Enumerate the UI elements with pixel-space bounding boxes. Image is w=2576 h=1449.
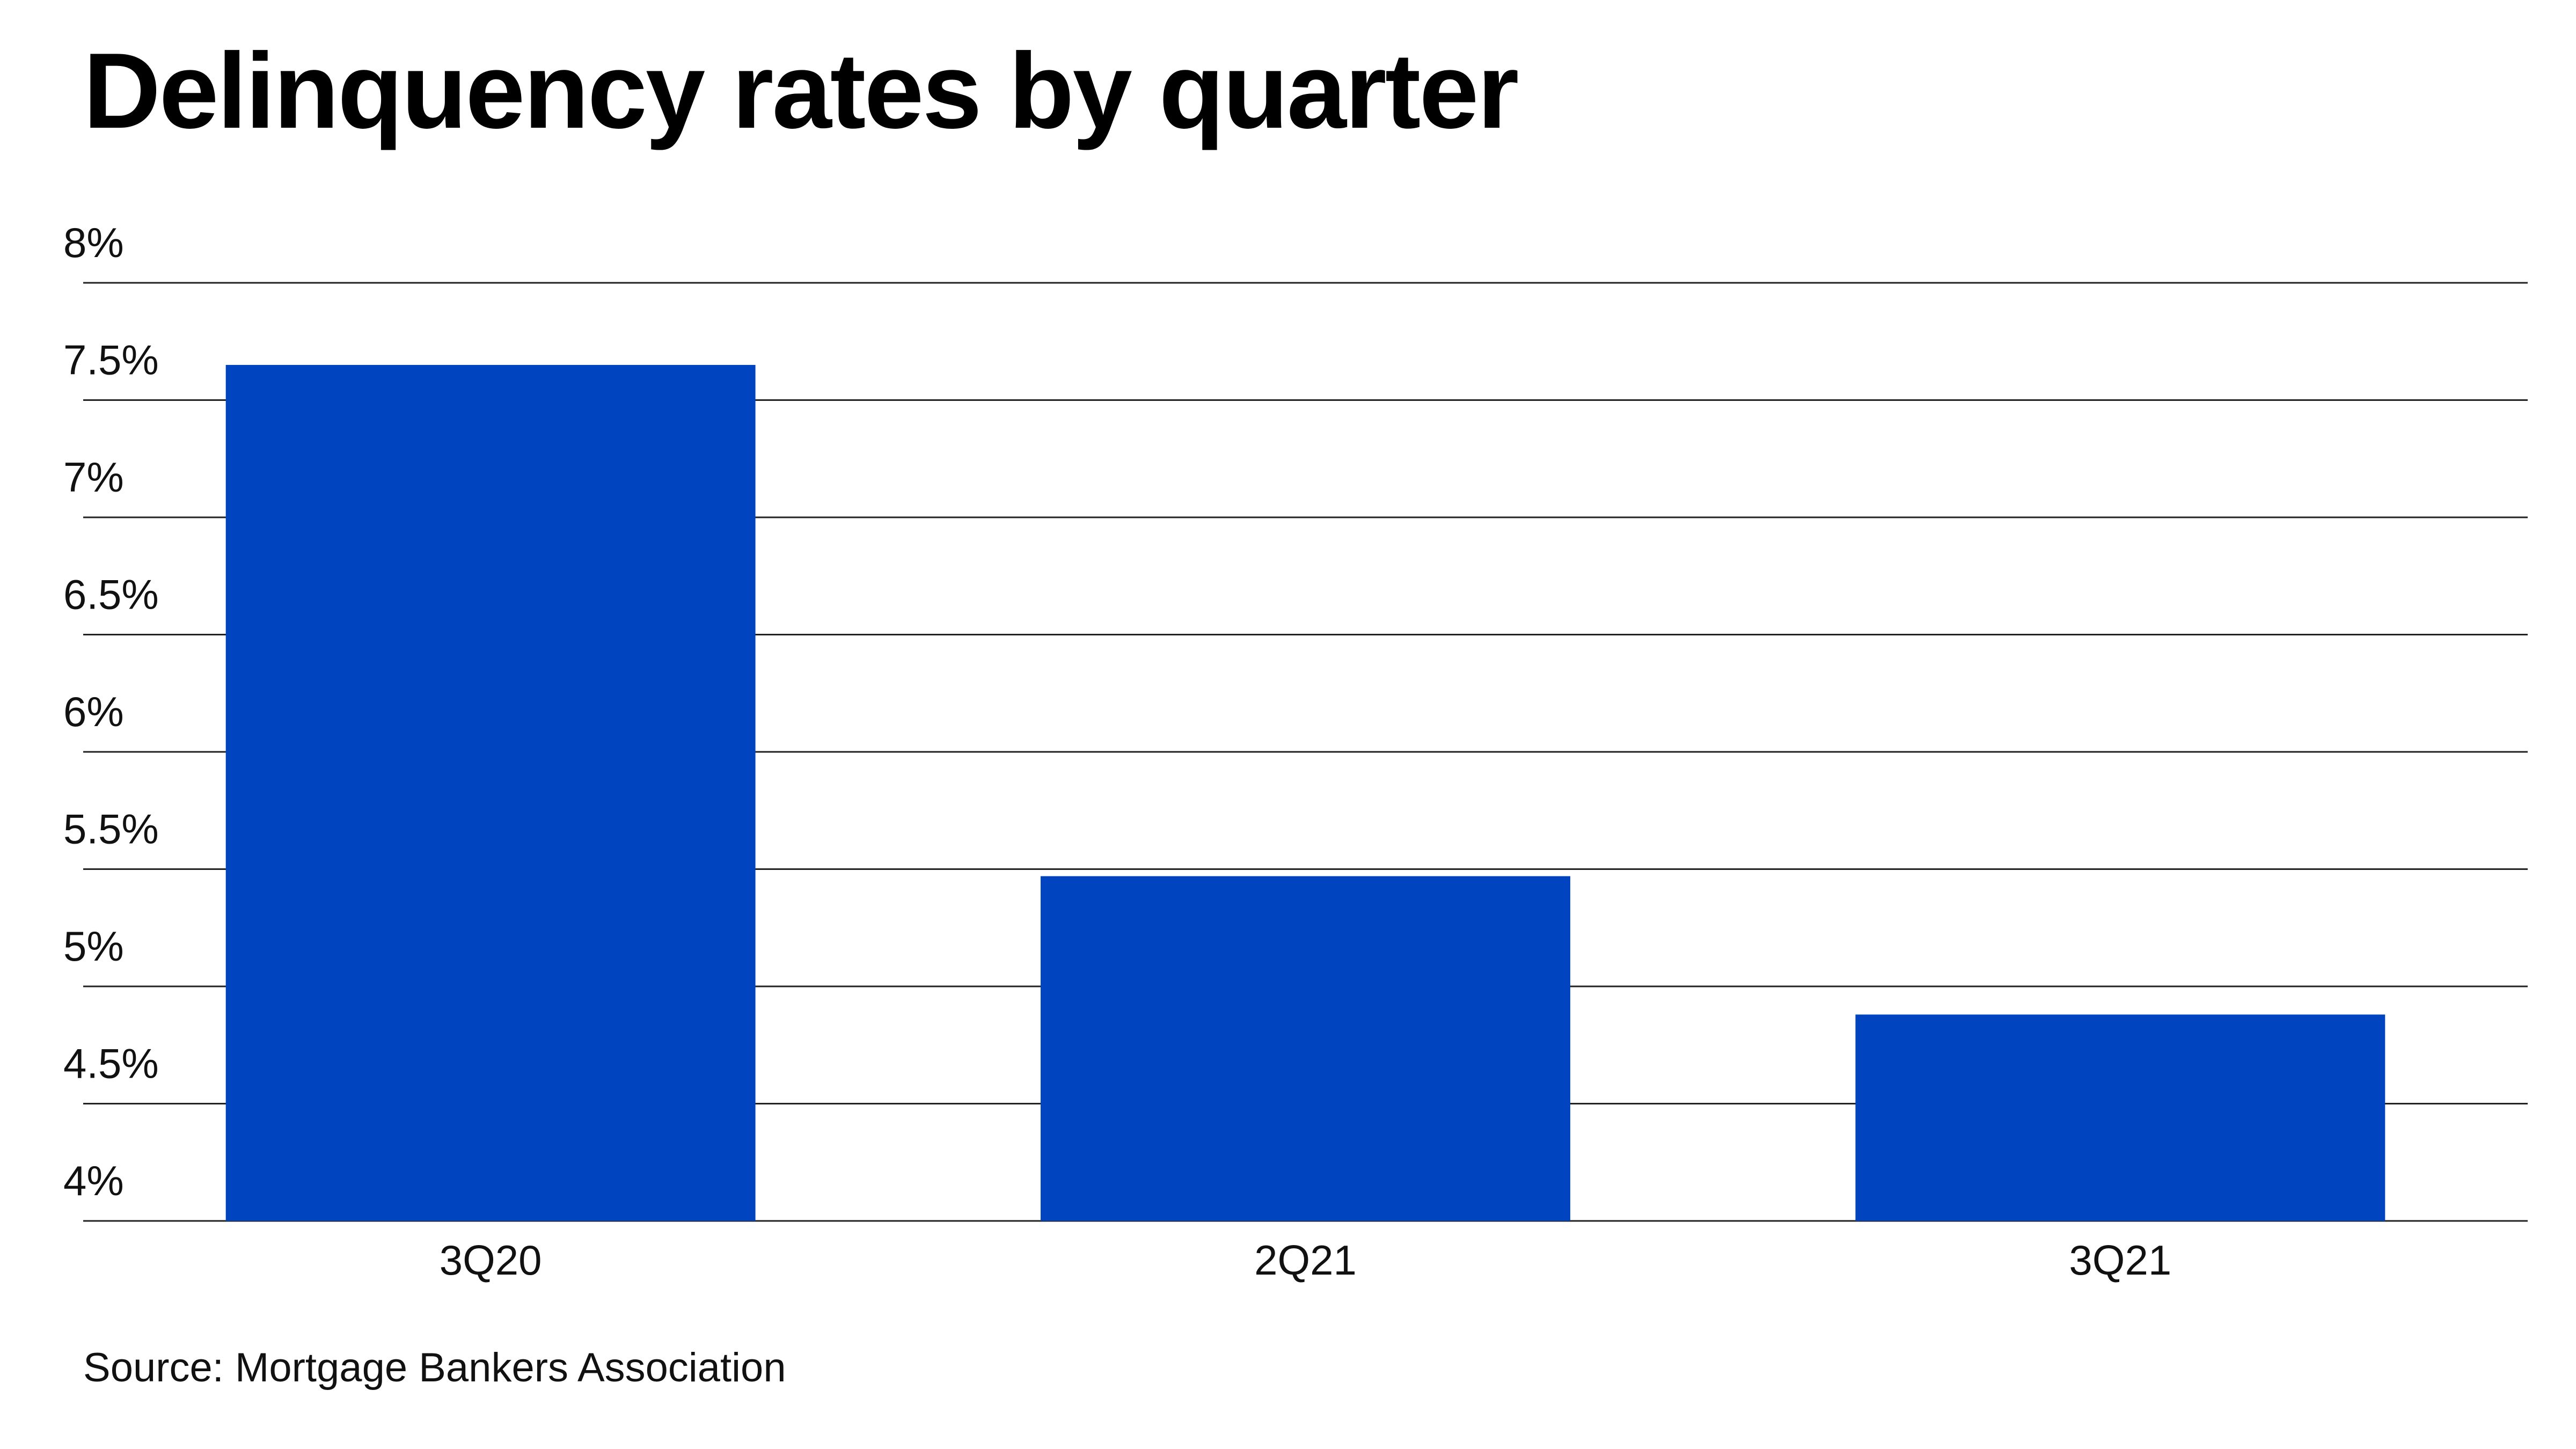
y-tick-label: 6%	[63, 688, 124, 735]
chart-title: Delinquency rates by quarter	[83, 31, 1519, 151]
bars	[225, 364, 2385, 1221]
y-tick-label: 6.5%	[63, 571, 159, 618]
source-note: Source: Mortgage Bankers Association	[83, 1345, 786, 1391]
y-tick-label: 4%	[63, 1157, 124, 1204]
y-tick-label: 4.5%	[63, 1040, 159, 1087]
bar-2q21	[1041, 876, 1570, 1221]
x-tick-label: 2Q21	[1254, 1236, 1357, 1284]
x-tick-label: 3Q21	[2069, 1236, 2171, 1284]
y-tick-label: 5%	[63, 923, 124, 970]
x-axis-tick-labels: 3Q20 2Q21 3Q21	[440, 1236, 2171, 1284]
y-tick-label: 7.5%	[63, 336, 159, 384]
bar-3q20	[225, 364, 756, 1221]
y-tick-label: 8%	[63, 219, 124, 266]
x-tick-label: 3Q20	[440, 1236, 542, 1284]
y-tick-label: 7%	[63, 453, 124, 501]
y-axis-tick-labels: 4% 4.5% 5% 5.5% 6% 6.5% 7% 7.5% 8%	[63, 219, 159, 1204]
y-tick-label: 5.5%	[63, 806, 159, 853]
bar-3q21	[1855, 1014, 2385, 1221]
